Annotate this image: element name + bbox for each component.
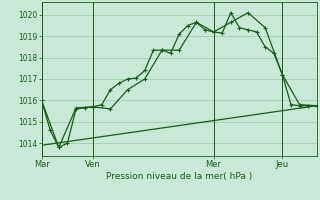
X-axis label: Pression niveau de la mer( hPa ): Pression niveau de la mer( hPa ) (106, 172, 252, 181)
